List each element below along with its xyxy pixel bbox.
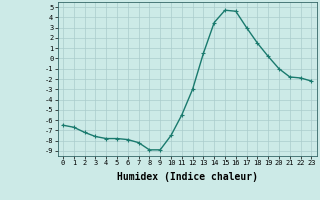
X-axis label: Humidex (Indice chaleur): Humidex (Indice chaleur) — [117, 172, 258, 182]
